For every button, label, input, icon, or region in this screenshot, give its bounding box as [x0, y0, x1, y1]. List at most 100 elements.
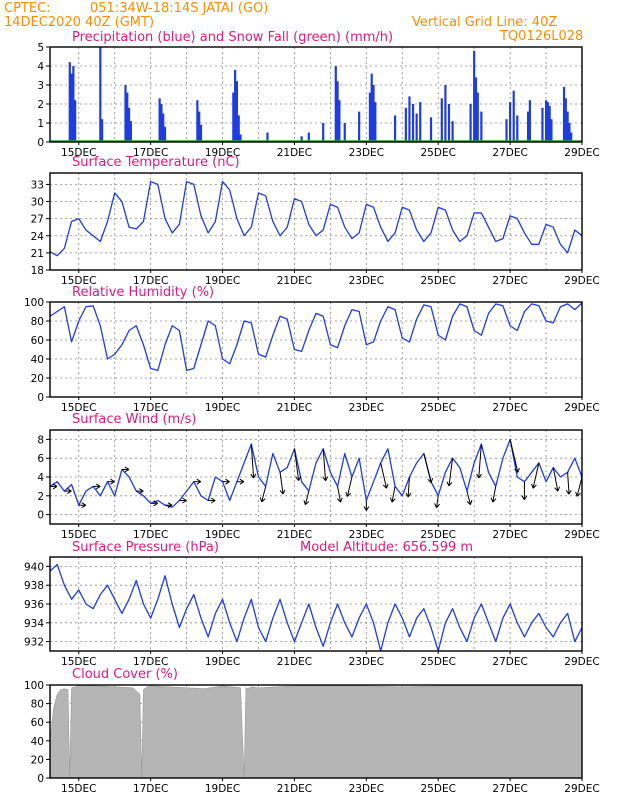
precip-ytick-label: 5	[37, 42, 44, 54]
precip-ytick-label: 3	[37, 80, 44, 92]
wind-xtick-label: 25DEC	[421, 529, 456, 541]
wind-arrow-head	[490, 497, 497, 503]
wind-arrow-head	[521, 495, 528, 500]
precip-bar	[541, 107, 544, 142]
header-location: 051:34W-18:14S JATAI (GO)	[90, 1, 268, 16]
humidity-ytick-label: 80	[31, 316, 44, 328]
precip-bar	[476, 92, 479, 142]
precip-bar	[300, 136, 303, 142]
pressure-ytick-label: 934	[24, 618, 44, 630]
pressure-xtick-label: 21DEC	[277, 656, 312, 668]
humidity-xtick-label: 21DEC	[277, 402, 312, 414]
precip-bar	[196, 100, 199, 142]
humidity-ytick-label: 40	[31, 354, 44, 366]
precip-bar	[368, 92, 372, 142]
humidity-xtick-label: 19DEC	[205, 402, 240, 414]
precip-bar	[415, 113, 418, 142]
temp-ytick-label: 27	[31, 214, 44, 226]
humidity-frame	[49, 301, 583, 398]
wind-arrow-head	[427, 477, 434, 483]
cloud-xtick-label: 15DEC	[61, 783, 96, 795]
pressure-xtick-label: 29DEC	[564, 656, 599, 668]
wind-arrow	[391, 486, 396, 503]
wind-arrow-head	[303, 500, 310, 506]
temp-xtick-label: 25DEC	[421, 275, 456, 287]
precip-bar	[548, 105, 551, 142]
humidity-xtick-label: 17DEC	[133, 402, 168, 414]
cloud-cover-area	[50, 685, 582, 778]
precip-bar	[550, 119, 553, 142]
precip-xtick-label: 19DEC	[205, 147, 240, 159]
cloud-panel: 0 20 40 60 80 100 15DEC 17DEC 19DEC 21DEC 23DEC 25D…	[24, 680, 600, 795]
precip-ytick-label: 0	[37, 137, 44, 149]
cloud-xtick-label: 29DEC	[564, 783, 599, 795]
wind-arrow	[407, 476, 410, 497]
wind-arrow-head	[259, 497, 266, 503]
wind-arrow-head	[81, 502, 87, 509]
precip-bar	[101, 119, 104, 142]
precip-bar	[127, 107, 131, 142]
wind-arrow-head	[279, 489, 286, 495]
cloud-frame	[49, 684, 583, 779]
wind-arrow	[567, 472, 570, 495]
humidity-xtick-label: 25DEC	[421, 402, 456, 414]
humidity-ytick-label: 100	[24, 297, 44, 309]
wind-arrow-head	[405, 492, 412, 498]
temp-ytick-label: 30	[31, 197, 44, 209]
wind-arrow-head	[514, 467, 520, 473]
precip-bar	[528, 100, 531, 142]
precip-bar	[237, 115, 240, 142]
wind-arrow	[448, 458, 454, 487]
cloud-xtick-label: 21DEC	[277, 783, 312, 795]
wind-arrow	[492, 486, 497, 503]
wind-xtick-label: 21DEC	[277, 529, 312, 541]
pressure-ytick-label: 936	[24, 599, 44, 611]
wind-arrow-head	[295, 476, 302, 481]
pressure-xtick-label: 25DEC	[421, 656, 456, 668]
precip-bar	[343, 123, 346, 142]
precip-bar	[546, 102, 549, 142]
pressure-xtick-label: 27DEC	[492, 656, 527, 668]
humidity-ytick-label: 60	[31, 335, 44, 347]
precip-bar	[526, 111, 530, 142]
wind-arrow-head	[363, 506, 370, 511]
precip-xtick-label: 21DEC	[277, 147, 312, 159]
precip-bar	[74, 100, 77, 142]
wind-arrow	[436, 495, 439, 508]
pressure-xtick-label: 19DEC	[205, 656, 240, 668]
wind-arrow-head	[239, 478, 245, 485]
temp-xtick-label: 27DEC	[492, 275, 527, 287]
cloud-ytick-label: 20	[31, 754, 44, 766]
cloud-xtick-label: 27DEC	[492, 783, 527, 795]
precip-bar	[129, 121, 132, 142]
wind-ytick-label: 4	[37, 472, 44, 484]
temp-series-line	[50, 180, 582, 257]
precip-bar	[474, 77, 478, 142]
cloud-ytick-label: 0	[37, 773, 44, 785]
precip-bar	[322, 123, 325, 142]
wind-arrow	[466, 490, 471, 505]
wind-arrow	[509, 439, 519, 473]
precip-ytick-label: 2	[37, 99, 44, 111]
humidity-xtick-label: 27DEC	[492, 402, 527, 414]
precip-frame	[49, 46, 583, 143]
temp-ytick-label: 18	[31, 265, 44, 277]
wind-arrow-head	[225, 478, 230, 485]
header-grid-note: Vertical Grid Line: 40Z	[412, 15, 557, 30]
precip-bar	[126, 92, 129, 142]
cloud-ytick-label: 40	[31, 736, 44, 748]
wind-arrow-head	[446, 481, 453, 487]
temp-xtick-label: 15DEC	[61, 275, 96, 287]
wind-arrow	[346, 476, 353, 497]
wind-arrow-head	[67, 488, 72, 495]
precip-bar	[509, 102, 512, 142]
precip-xtick-label: 25DEC	[421, 147, 456, 159]
pressure-series-line	[50, 563, 582, 651]
cloud-ytick-label: 80	[31, 699, 44, 711]
wind-arrow	[322, 448, 327, 481]
wind-data	[50, 438, 582, 511]
precip-bar	[163, 126, 167, 142]
pressure-ytick-label: 932	[24, 637, 44, 649]
precip-bar	[266, 132, 269, 142]
precip-bar	[232, 92, 235, 142]
